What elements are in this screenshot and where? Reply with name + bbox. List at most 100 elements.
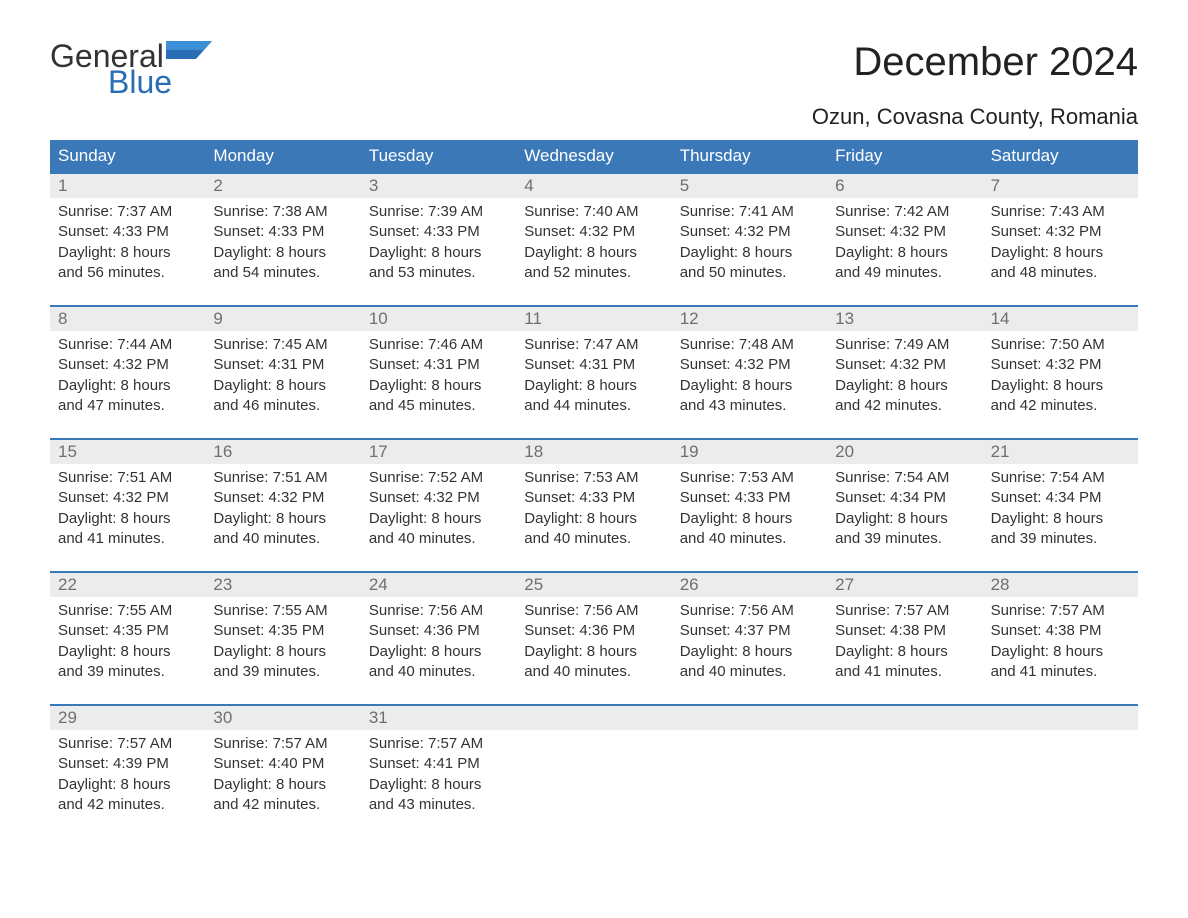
day-sunset: Sunset: 4:33 PM — [680, 488, 819, 508]
day-dl1: Daylight: 8 hours — [835, 642, 974, 662]
day-details: Sunrise: 7:48 AMSunset: 4:32 PMDaylight:… — [672, 331, 827, 424]
day-number: 7 — [983, 174, 1138, 198]
brand-word-2: Blue — [108, 66, 212, 98]
day-dl1: Daylight: 8 hours — [835, 376, 974, 396]
day-sunset: Sunset: 4:32 PM — [58, 355, 197, 375]
day-dl2: and 50 minutes. — [680, 263, 819, 283]
day-details: Sunrise: 7:47 AMSunset: 4:31 PMDaylight:… — [516, 331, 671, 424]
day-sunrise: Sunrise: 7:45 AM — [213, 335, 352, 355]
day-number: 28 — [983, 573, 1138, 597]
day-dl1: Daylight: 8 hours — [213, 509, 352, 529]
day-dl2: and 43 minutes. — [680, 396, 819, 416]
day-number: 9 — [205, 307, 360, 331]
day-dl1: Daylight: 8 hours — [991, 376, 1130, 396]
day-number — [672, 706, 827, 730]
day-number: 4 — [516, 174, 671, 198]
header: General Blue December 2024 — [50, 40, 1138, 98]
weekday-header: Saturday — [983, 140, 1138, 172]
day-number: 13 — [827, 307, 982, 331]
day-number: 26 — [672, 573, 827, 597]
week-row: 29Sunrise: 7:57 AMSunset: 4:39 PMDayligh… — [50, 704, 1138, 823]
day-cell — [516, 706, 671, 823]
day-dl2: and 54 minutes. — [213, 263, 352, 283]
day-dl1: Daylight: 8 hours — [680, 243, 819, 263]
day-details: Sunrise: 7:55 AMSunset: 4:35 PMDaylight:… — [205, 597, 360, 690]
day-dl2: and 41 minutes. — [58, 529, 197, 549]
day-details: Sunrise: 7:40 AMSunset: 4:32 PMDaylight:… — [516, 198, 671, 291]
day-details: Sunrise: 7:39 AMSunset: 4:33 PMDaylight:… — [361, 198, 516, 291]
day-sunset: Sunset: 4:32 PM — [213, 488, 352, 508]
day-cell: 12Sunrise: 7:48 AMSunset: 4:32 PMDayligh… — [672, 307, 827, 424]
day-dl1: Daylight: 8 hours — [369, 775, 508, 795]
day-sunset: Sunset: 4:32 PM — [991, 222, 1130, 242]
day-details: Sunrise: 7:56 AMSunset: 4:37 PMDaylight:… — [672, 597, 827, 690]
day-dl1: Daylight: 8 hours — [680, 642, 819, 662]
day-cell: 17Sunrise: 7:52 AMSunset: 4:32 PMDayligh… — [361, 440, 516, 557]
day-cell: 10Sunrise: 7:46 AMSunset: 4:31 PMDayligh… — [361, 307, 516, 424]
day-dl2: and 42 minutes. — [213, 795, 352, 815]
day-sunset: Sunset: 4:31 PM — [524, 355, 663, 375]
day-dl1: Daylight: 8 hours — [213, 376, 352, 396]
day-cell: 19Sunrise: 7:53 AMSunset: 4:33 PMDayligh… — [672, 440, 827, 557]
day-cell: 15Sunrise: 7:51 AMSunset: 4:32 PMDayligh… — [50, 440, 205, 557]
day-dl2: and 42 minutes. — [991, 396, 1130, 416]
day-sunrise: Sunrise: 7:56 AM — [680, 601, 819, 621]
day-sunrise: Sunrise: 7:48 AM — [680, 335, 819, 355]
day-dl2: and 39 minutes. — [991, 529, 1130, 549]
day-number: 30 — [205, 706, 360, 730]
day-sunset: Sunset: 4:33 PM — [369, 222, 508, 242]
day-sunrise: Sunrise: 7:43 AM — [991, 202, 1130, 222]
day-details: Sunrise: 7:41 AMSunset: 4:32 PMDaylight:… — [672, 198, 827, 291]
day-dl1: Daylight: 8 hours — [369, 243, 508, 263]
day-details: Sunrise: 7:57 AMSunset: 4:38 PMDaylight:… — [827, 597, 982, 690]
day-sunrise: Sunrise: 7:41 AM — [680, 202, 819, 222]
day-dl2: and 49 minutes. — [835, 263, 974, 283]
day-number: 20 — [827, 440, 982, 464]
day-details: Sunrise: 7:49 AMSunset: 4:32 PMDaylight:… — [827, 331, 982, 424]
day-sunrise: Sunrise: 7:53 AM — [680, 468, 819, 488]
day-dl1: Daylight: 8 hours — [58, 775, 197, 795]
day-dl2: and 39 minutes. — [835, 529, 974, 549]
day-sunset: Sunset: 4:34 PM — [835, 488, 974, 508]
day-details: Sunrise: 7:57 AMSunset: 4:41 PMDaylight:… — [361, 730, 516, 823]
day-dl1: Daylight: 8 hours — [991, 243, 1130, 263]
day-details: Sunrise: 7:51 AMSunset: 4:32 PMDaylight:… — [205, 464, 360, 557]
week-row: 8Sunrise: 7:44 AMSunset: 4:32 PMDaylight… — [50, 305, 1138, 424]
calendar: Sunday Monday Tuesday Wednesday Thursday… — [50, 140, 1138, 823]
day-dl1: Daylight: 8 hours — [524, 642, 663, 662]
day-details: Sunrise: 7:44 AMSunset: 4:32 PMDaylight:… — [50, 331, 205, 424]
day-details: Sunrise: 7:56 AMSunset: 4:36 PMDaylight:… — [361, 597, 516, 690]
week-row: 15Sunrise: 7:51 AMSunset: 4:32 PMDayligh… — [50, 438, 1138, 557]
day-dl2: and 45 minutes. — [369, 396, 508, 416]
day-details: Sunrise: 7:57 AMSunset: 4:40 PMDaylight:… — [205, 730, 360, 823]
day-sunset: Sunset: 4:33 PM — [58, 222, 197, 242]
day-cell: 23Sunrise: 7:55 AMSunset: 4:35 PMDayligh… — [205, 573, 360, 690]
day-sunrise: Sunrise: 7:42 AM — [835, 202, 974, 222]
day-number: 27 — [827, 573, 982, 597]
day-number: 6 — [827, 174, 982, 198]
day-details: Sunrise: 7:37 AMSunset: 4:33 PMDaylight:… — [50, 198, 205, 291]
day-details: Sunrise: 7:52 AMSunset: 4:32 PMDaylight:… — [361, 464, 516, 557]
day-sunrise: Sunrise: 7:56 AM — [524, 601, 663, 621]
day-sunset: Sunset: 4:33 PM — [524, 488, 663, 508]
day-sunset: Sunset: 4:32 PM — [991, 355, 1130, 375]
day-details: Sunrise: 7:57 AMSunset: 4:38 PMDaylight:… — [983, 597, 1138, 690]
day-sunrise: Sunrise: 7:51 AM — [213, 468, 352, 488]
brand-logo: General Blue — [50, 40, 212, 98]
day-sunrise: Sunrise: 7:55 AM — [213, 601, 352, 621]
day-sunset: Sunset: 4:32 PM — [369, 488, 508, 508]
day-number — [983, 706, 1138, 730]
day-sunset: Sunset: 4:35 PM — [58, 621, 197, 641]
day-sunrise: Sunrise: 7:47 AM — [524, 335, 663, 355]
day-number — [827, 706, 982, 730]
day-number: 10 — [361, 307, 516, 331]
day-details: Sunrise: 7:42 AMSunset: 4:32 PMDaylight:… — [827, 198, 982, 291]
day-dl1: Daylight: 8 hours — [213, 243, 352, 263]
day-cell: 24Sunrise: 7:56 AMSunset: 4:36 PMDayligh… — [361, 573, 516, 690]
day-sunset: Sunset: 4:39 PM — [58, 754, 197, 774]
day-number: 17 — [361, 440, 516, 464]
day-dl2: and 44 minutes. — [524, 396, 663, 416]
day-cell: 6Sunrise: 7:42 AMSunset: 4:32 PMDaylight… — [827, 174, 982, 291]
day-dl2: and 43 minutes. — [369, 795, 508, 815]
day-cell: 18Sunrise: 7:53 AMSunset: 4:33 PMDayligh… — [516, 440, 671, 557]
